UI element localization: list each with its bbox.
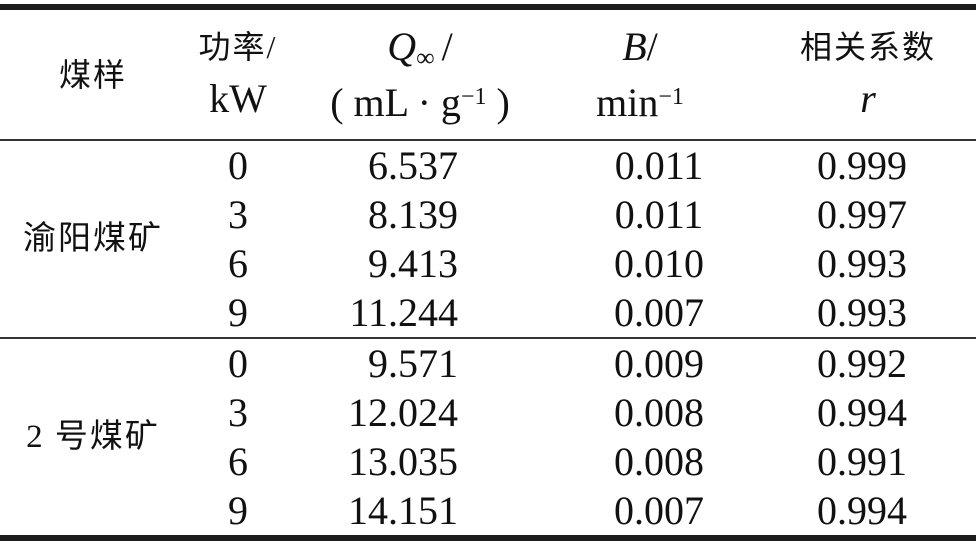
power-cell: 6 (228, 240, 248, 286)
q-unit-close: ) (486, 79, 510, 125)
q-symbol: Q (387, 23, 417, 69)
header-correlation-coefficient: 相关系数 r (760, 7, 976, 141)
r-value-cell: 0.992 (760, 337, 976, 388)
q-value-cell: 14.151 (348, 487, 458, 533)
power-cell: 6 (228, 438, 248, 484)
table-row: 6 13.035 0.008 0.991 (0, 437, 976, 486)
b-value-cell: 0.010 (614, 240, 704, 286)
table-row: 渝阳煤矿 0 6.537 0.011 0.999 (0, 140, 976, 255)
b-value-cell: 0.011 (614, 191, 704, 237)
power-header-label: 功率/ (198, 28, 278, 65)
table-row: 9 14.151 0.007 0.994 (0, 486, 976, 538)
q-slash: / (441, 23, 453, 69)
power-cell: 3 (228, 389, 248, 435)
b-symbol: B (622, 23, 647, 69)
b-unit-base: min (596, 79, 659, 125)
b-unit-exponent: −1 (658, 83, 684, 110)
q-value-cell: 8.139 (368, 191, 458, 237)
adsorption-parameters-table: 煤样 功率/ kW Q∞ / ( mL · g−1 ) (0, 4, 976, 541)
r-value-cell: 0.994 (817, 389, 907, 435)
group-name-cell: 渝阳煤矿 (23, 220, 163, 257)
b-value-cell: 0.008 (614, 389, 704, 435)
r-value-cell: 0.994 (817, 487, 907, 533)
r-value-cell: 0.999 (817, 142, 907, 188)
q-unit-open: ( mL · g (330, 79, 461, 125)
header-q-infinity: Q∞ / ( mL · g−1 ) (290, 7, 520, 141)
coal-sample-header-label: 煤样 (58, 56, 127, 93)
power-unit-label: kW (209, 75, 267, 121)
table-body: 渝阳煤矿 0 6.537 0.011 0.999 3 8.139 0.011 0… (0, 140, 976, 538)
table-row: 9 11.244 0.007 0.993 (0, 288, 976, 338)
b-value-cell: 0.009 (520, 337, 760, 388)
table-row: 3 12.024 0.008 0.994 (0, 388, 976, 437)
q-infinity-subscript: ∞ (416, 42, 435, 72)
table-row: 2 号煤矿 0 9.571 0.009 0.992 (0, 337, 976, 538)
q-value-cell: 9.413 (368, 240, 458, 286)
header-b-constant: B/ min−1 (520, 7, 760, 141)
q-value-cell: 9.571 (290, 337, 520, 388)
b-value-cell: 0.007 (614, 289, 704, 335)
header-coal-sample: 煤样 (0, 7, 186, 141)
r-value-cell: 0.993 (817, 289, 907, 335)
q-value-cell: 13.035 (348, 438, 458, 484)
table-header: 煤样 功率/ kW Q∞ / ( mL · g−1 ) (0, 7, 976, 141)
power-cell: 9 (228, 289, 248, 335)
q-unit-exponent: −1 (460, 83, 487, 110)
r-value-cell: 0.997 (817, 191, 907, 237)
r-value-cell: 0.993 (817, 240, 907, 286)
b-value-cell: 0.007 (614, 487, 704, 533)
power-cell: 0 (186, 337, 290, 388)
b-value-cell: 0.008 (614, 438, 704, 484)
r-symbol: r (860, 75, 876, 121)
power-cell: 3 (228, 191, 248, 237)
header-row: 煤样 功率/ kW Q∞ / ( mL · g−1 ) (0, 7, 976, 141)
r-value-cell: 0.991 (817, 438, 907, 484)
table-row: 3 8.139 0.011 0.997 (0, 190, 976, 239)
q-value-cell: 11.244 (349, 289, 458, 335)
table-row: 6 9.413 0.010 0.993 (0, 239, 976, 288)
correlation-header-label: 相关系数 (799, 28, 936, 65)
header-power: 功率/ kW (186, 7, 290, 141)
b-value-cell: 0.011 (614, 142, 704, 188)
q-value-cell: 6.537 (368, 142, 458, 188)
q-value-cell: 12.024 (348, 389, 458, 435)
power-cell: 9 (228, 487, 248, 533)
power-cell: 0 (228, 142, 248, 188)
b-slash: / (646, 23, 658, 69)
group-name-cell: 2 号煤矿 (0, 337, 186, 538)
